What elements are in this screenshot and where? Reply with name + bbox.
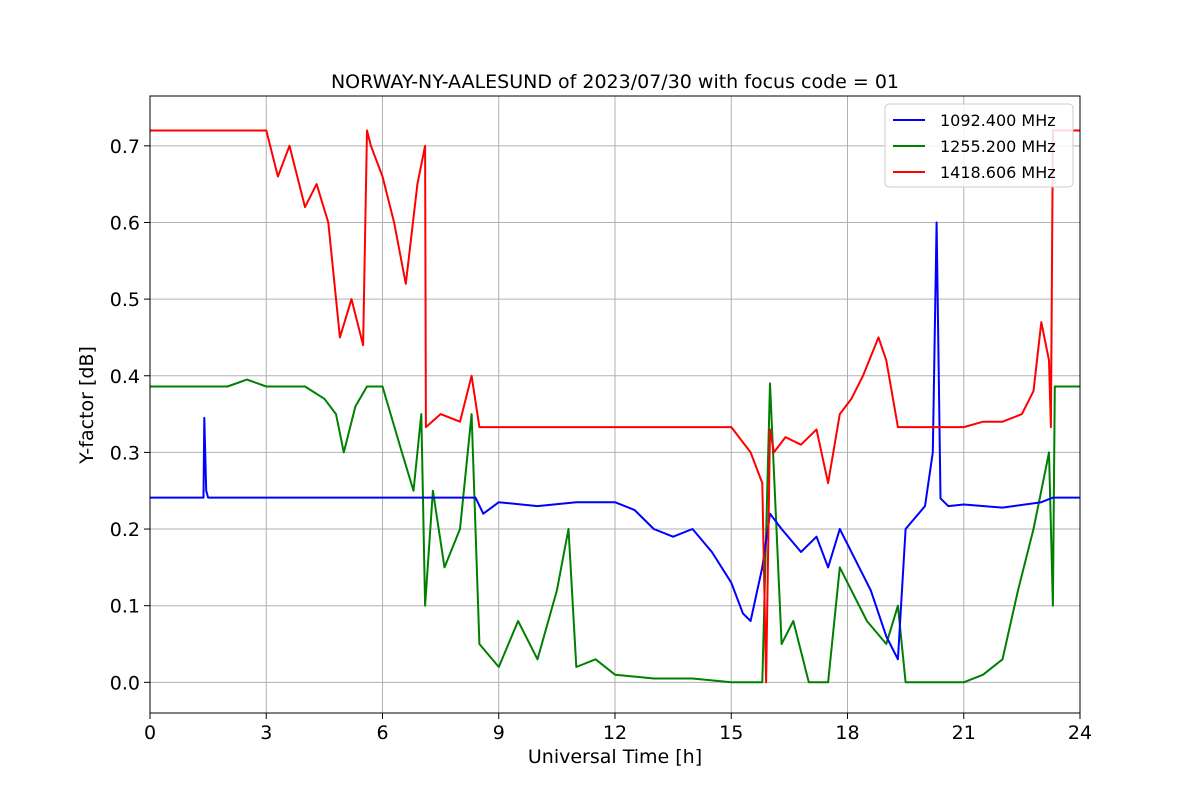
y-tick-label: 0.2 xyxy=(110,519,140,541)
y-axis-label: Y-factor [dB] xyxy=(76,346,98,465)
legend: 1092.400 MHz 1255.200 MHz 1418.606 MHz xyxy=(884,103,1074,188)
x-tick-label: 3 xyxy=(260,722,272,744)
x-tick-label: 9 xyxy=(493,722,505,744)
y-tick-label: 0.7 xyxy=(110,136,140,158)
legend-entry: 1255.200 MHz xyxy=(940,137,1056,156)
x-tick-label: 21 xyxy=(952,722,976,744)
legend-entry: 1092.400 MHz xyxy=(940,111,1056,130)
series-line-1 xyxy=(150,378,1080,684)
series-layer xyxy=(150,129,1080,684)
y-tick-label: 0.1 xyxy=(110,596,140,618)
y-tick-label: 0.3 xyxy=(110,442,140,464)
y-tick-label: 0.5 xyxy=(110,289,140,311)
y-tick-label: 0.4 xyxy=(110,366,140,388)
y-tick-label: 0.6 xyxy=(110,212,140,234)
x-tick-label: 15 xyxy=(719,722,743,744)
legend-box xyxy=(884,103,1074,188)
y-tick-label: 0.0 xyxy=(110,672,140,694)
x-tick-label: 6 xyxy=(376,722,388,744)
x-tick-label: 12 xyxy=(603,722,627,744)
x-tick-label: 24 xyxy=(1068,722,1092,744)
series-line-2 xyxy=(150,129,1080,684)
y-axis: 0.0 0.1 0.2 0.3 0.4 0.5 0.6 0.7 xyxy=(110,136,150,694)
chart-title: NORWAY-NY-AALESUND of 2023/07/30 with fo… xyxy=(331,71,899,93)
legend-entry: 1418.606 MHz xyxy=(940,163,1056,182)
x-tick-label: 18 xyxy=(835,722,859,744)
x-tick-label: 0 xyxy=(144,722,156,744)
x-axis: 0 3 6 9 12 15 18 21 24 xyxy=(144,713,1092,744)
x-axis-label: Universal Time [h] xyxy=(528,746,702,768)
series-line-0 xyxy=(150,221,1080,661)
